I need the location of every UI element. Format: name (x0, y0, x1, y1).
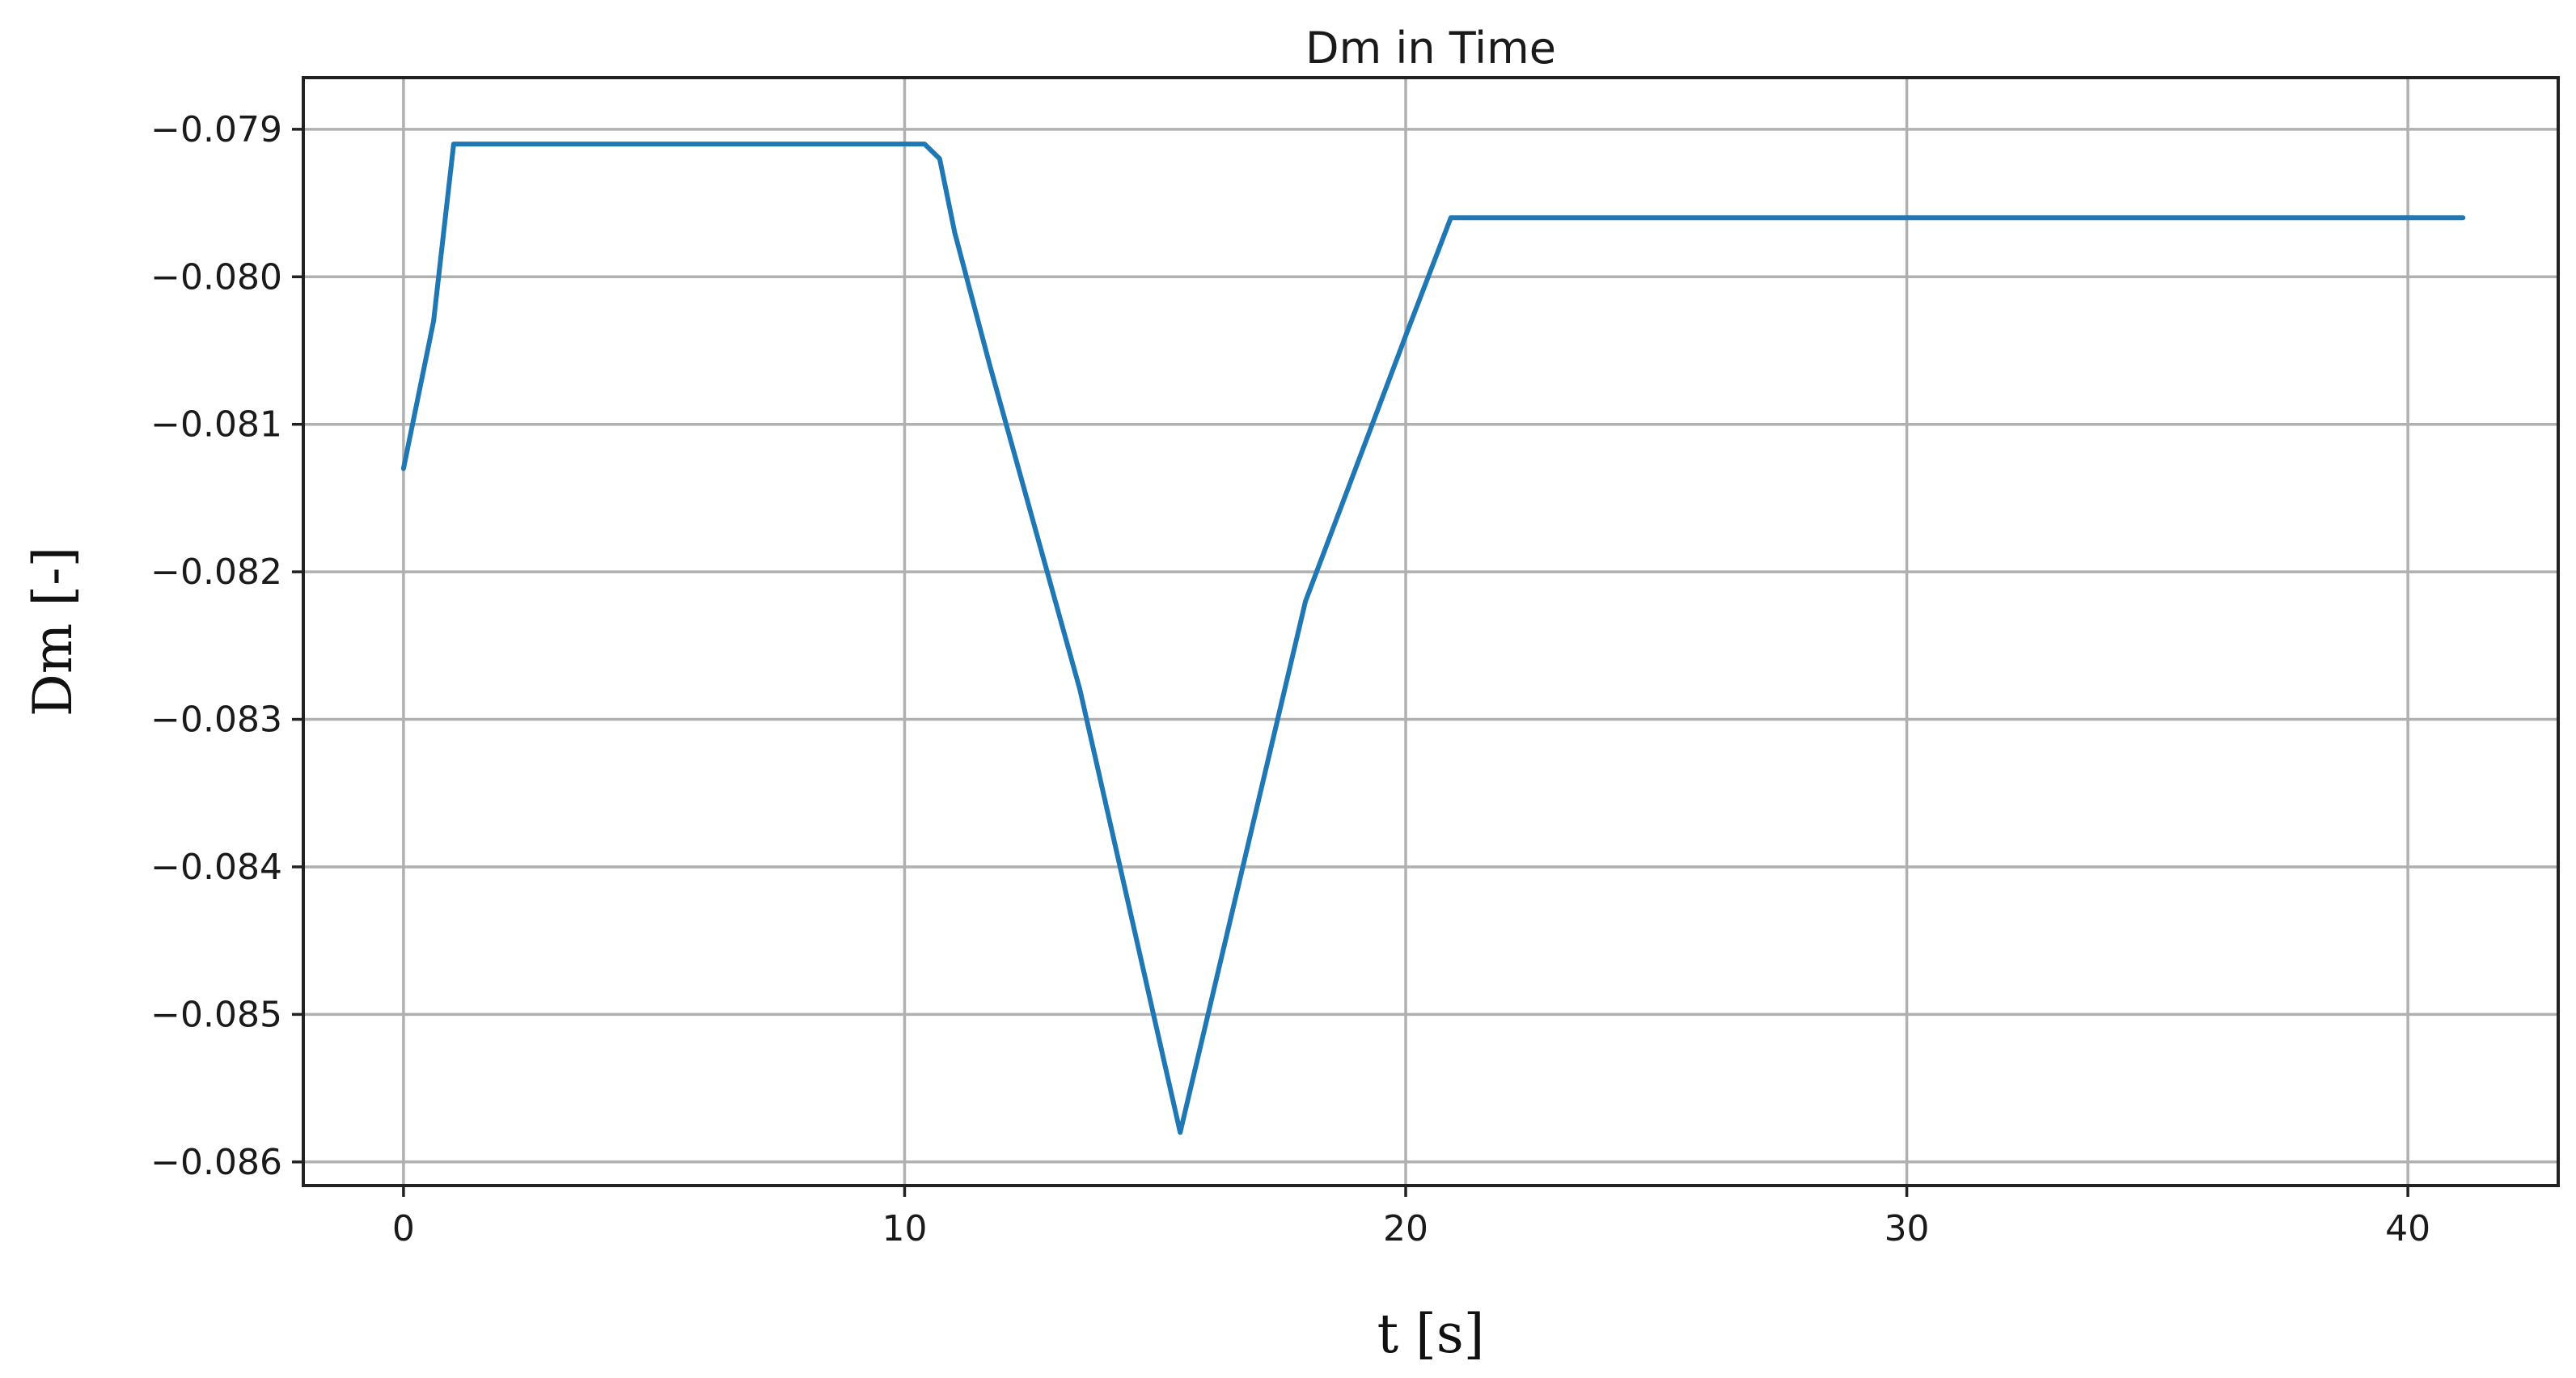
chart-title: Dm in Time (1305, 23, 1556, 74)
x-axis-label: t [s] (1377, 1303, 1485, 1365)
dm-series-line (400, 142, 2466, 1135)
y-tick-label: −0.081 (150, 404, 282, 446)
y-axis-label: Dm [-] (22, 547, 84, 716)
grid-lines (303, 78, 2558, 1186)
y-tick-labels: −0.079 −0.080 −0.081 −0.082 −0.083 −0.084 −0.0… (150, 109, 282, 1183)
x-tick-label: 40 (2385, 1208, 2430, 1249)
x-tick-label: 10 (882, 1208, 927, 1249)
x-tick-label: 20 (1383, 1208, 1428, 1249)
plot-frame (302, 76, 2560, 1187)
y-tick-label: −0.084 (150, 847, 282, 888)
y-tick-label: −0.080 (150, 256, 282, 298)
y-tick-label: −0.085 (150, 994, 282, 1035)
x-tick-label: 30 (1884, 1208, 1930, 1249)
y-tick-label: −0.083 (150, 700, 282, 741)
tick-marks (292, 128, 2409, 1197)
x-tick-label: 0 (392, 1208, 415, 1249)
x-tick-labels: 0 10 20 30 40 (392, 1208, 2430, 1249)
y-tick-label: −0.079 (150, 109, 282, 150)
y-tick-label: −0.082 (150, 552, 282, 593)
series-layer (400, 142, 2466, 1135)
y-tick-label: −0.086 (150, 1142, 282, 1183)
